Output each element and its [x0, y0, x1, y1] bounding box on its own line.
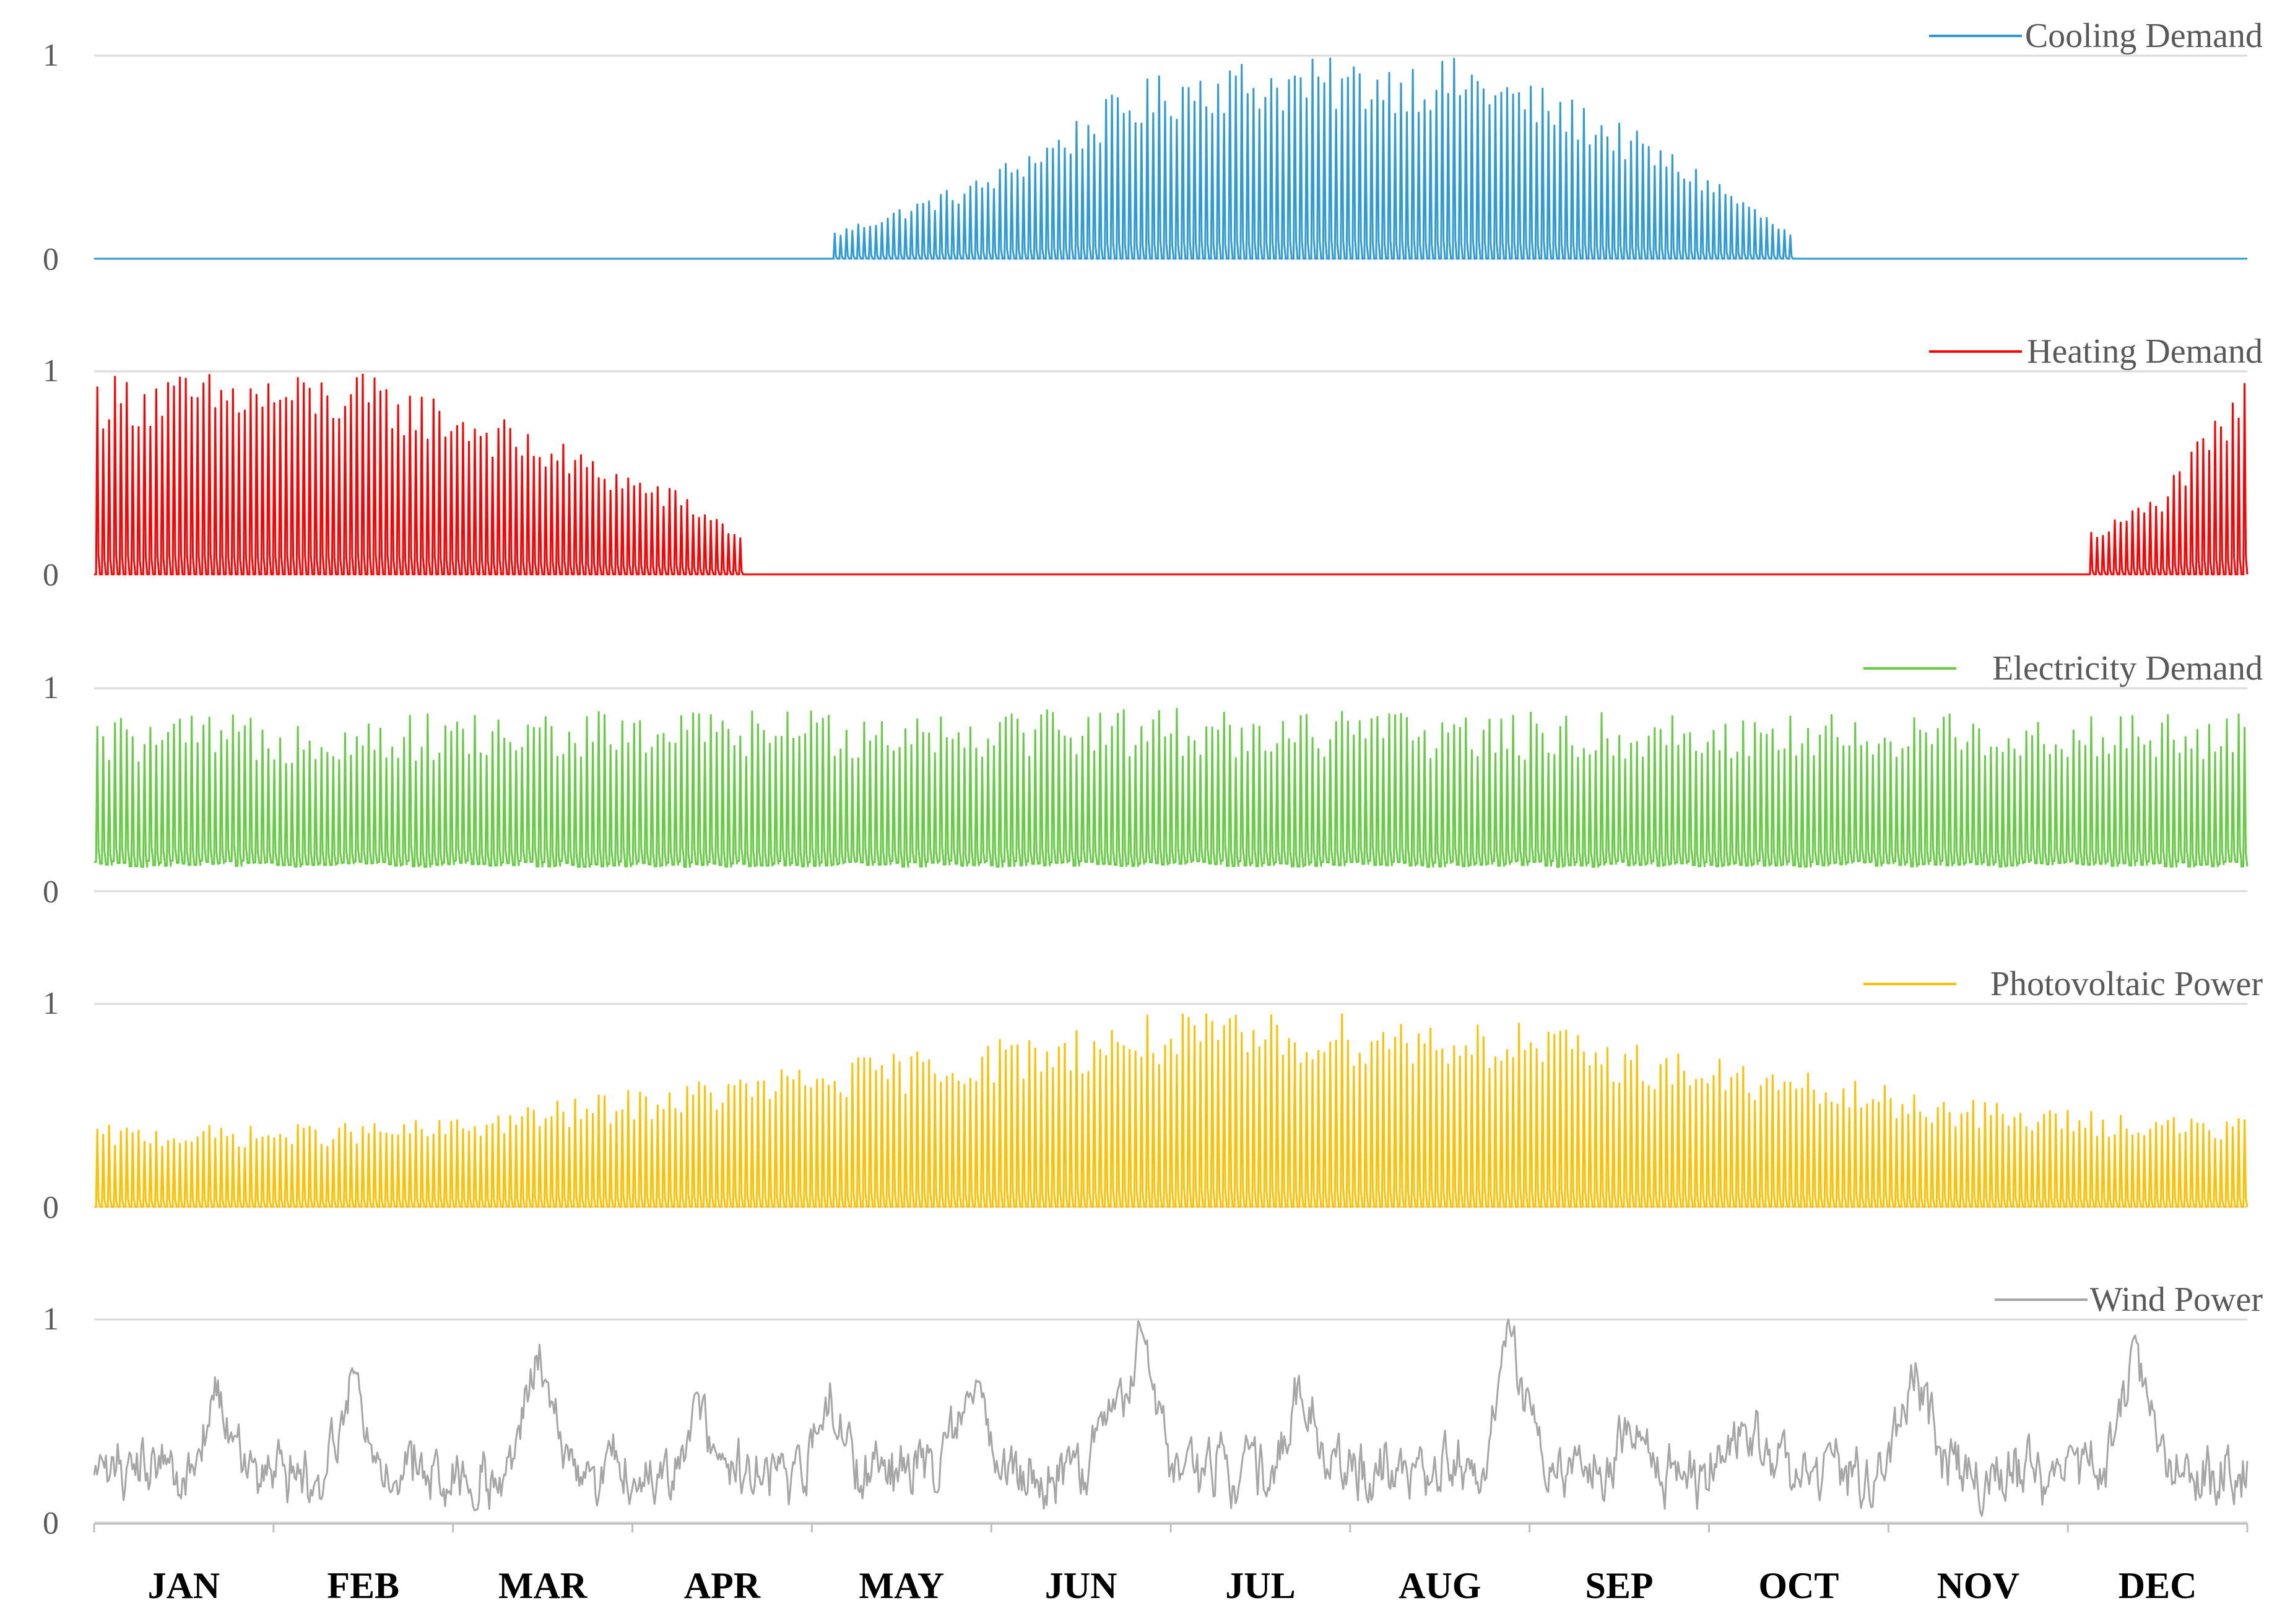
legend-label-heating-demand: Heating Demand — [2027, 332, 2263, 371]
x-tick-label-apr: APR — [684, 1565, 761, 1606]
series-line-electricity-demand — [94, 707, 2249, 868]
panel-cooling-demand: 1 0 Cooling Demand — [43, 17, 2263, 277]
legend-label-wind-power: Wind Power — [2090, 1281, 2263, 1319]
x-tick-label-aug: AUG — [1399, 1565, 1481, 1606]
y-tick-label: 0 — [43, 1506, 59, 1541]
panel-heating-demand: 1 0 Heating Demand — [43, 332, 2263, 593]
series-line-photovoltaic-power — [94, 1013, 2249, 1208]
panel-photovoltaic-power: 1 0 Photovoltaic Power — [43, 965, 2263, 1225]
legend-label-cooling-demand: Cooling Demand — [2025, 17, 2263, 55]
x-tick-label-may: MAY — [859, 1565, 944, 1606]
y-tick-label: 0 — [43, 1190, 59, 1225]
x-tick-label-jan: JAN — [148, 1565, 220, 1606]
y-tick-label: 1 — [43, 353, 59, 389]
x-tick-label-nov: NOV — [1937, 1565, 2019, 1606]
y-tick-label: 0 — [43, 558, 59, 593]
legend-label-electricity-demand: Electricity Demand — [1992, 649, 2263, 688]
x-tick-label-jun: JUN — [1045, 1565, 1117, 1606]
panel-wind-power: 1 0 Wind Power — [43, 1281, 2263, 1541]
x-tick-label-oct: OCT — [1758, 1565, 1839, 1606]
legend-label-photovoltaic-power: Photovoltaic Power — [1990, 965, 2263, 1003]
series-line-heating-demand — [94, 373, 2249, 576]
series-line-cooling-demand — [94, 57, 2247, 260]
y-tick-label: 1 — [43, 38, 59, 73]
x-tick-label-jul: JUL — [1225, 1565, 1295, 1606]
y-tick-label: 0 — [43, 875, 59, 910]
y-tick-label: 1 — [43, 670, 59, 706]
series-line-wind-power — [93, 1318, 2249, 1517]
y-tick-label: 1 — [43, 1302, 59, 1337]
y-tick-label: 1 — [43, 986, 59, 1021]
x-tick-label-feb: FEB — [327, 1565, 399, 1606]
x-tick-label-dec: DEC — [2119, 1565, 2197, 1606]
x-tick-label-sep: SEP — [1585, 1565, 1654, 1606]
panel-electricity-demand: 1 0 Electricity Demand — [43, 649, 2263, 910]
y-tick-label: 0 — [43, 242, 59, 277]
x-tick-label-mar: MAR — [498, 1565, 588, 1606]
